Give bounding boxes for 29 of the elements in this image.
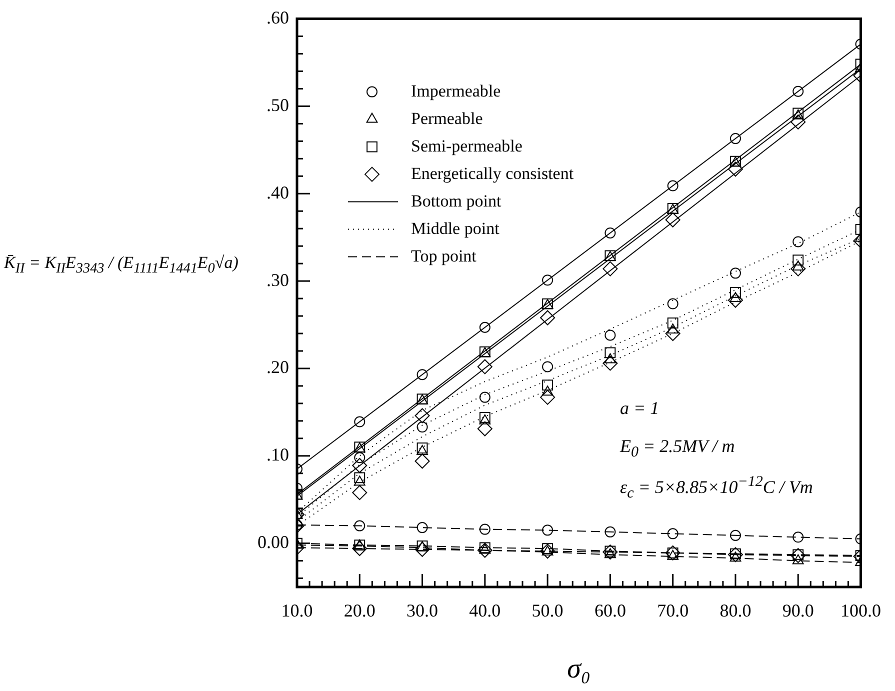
y-tick-label: .20 (266, 357, 289, 378)
annotation: a = 1 (620, 398, 660, 420)
y-tick-label: .60 (266, 8, 289, 28)
y-tick-label: .40 (266, 182, 289, 202)
y-tick-label: .50 (266, 94, 289, 115)
x-tick-label: 70.0 (657, 600, 689, 621)
y-tick-label: .30 (266, 270, 289, 290)
x-tick-label: 10.0 (281, 600, 313, 621)
x-tick-label: 100.0 (840, 600, 881, 621)
annotation: ε$_{c}$ = 5×8.85×10$^{−12}$C / Vm (620, 474, 813, 504)
legend-label: Middle point (411, 218, 500, 238)
x-tick-label: 20.0 (344, 600, 376, 621)
y-tick-label: 0.00 (258, 532, 289, 552)
x-tick-label: 60.0 (594, 600, 626, 621)
y-tick-label: .10 (266, 444, 289, 465)
legend-label: Energetically consistent (411, 164, 574, 183)
x-tick-label: 90.0 (782, 600, 814, 621)
x-tick-label: 50.0 (532, 600, 564, 621)
legend-label: Permeable (411, 108, 483, 128)
text: K̄$_{II}$ = K$_{II}$E$_{3343}$ / (E$_{1111}$E$_{1441}$E$_{0}$√a) (4, 253, 238, 276)
legend-label: Impermeable (411, 81, 501, 100)
annotation: E$_{0}$ = 2.5MV / m (620, 436, 736, 463)
legend-label: Top point (411, 246, 477, 266)
x-tick-label: 40.0 (469, 600, 501, 621)
x-axis-title: σ₀ (567, 654, 591, 685)
legend-label: Semi-permeable (411, 136, 522, 156)
legend-label: Bottom point (411, 191, 502, 210)
x-tick-label: 30.0 (406, 600, 438, 621)
x-tick-label: 80.0 (720, 600, 752, 621)
